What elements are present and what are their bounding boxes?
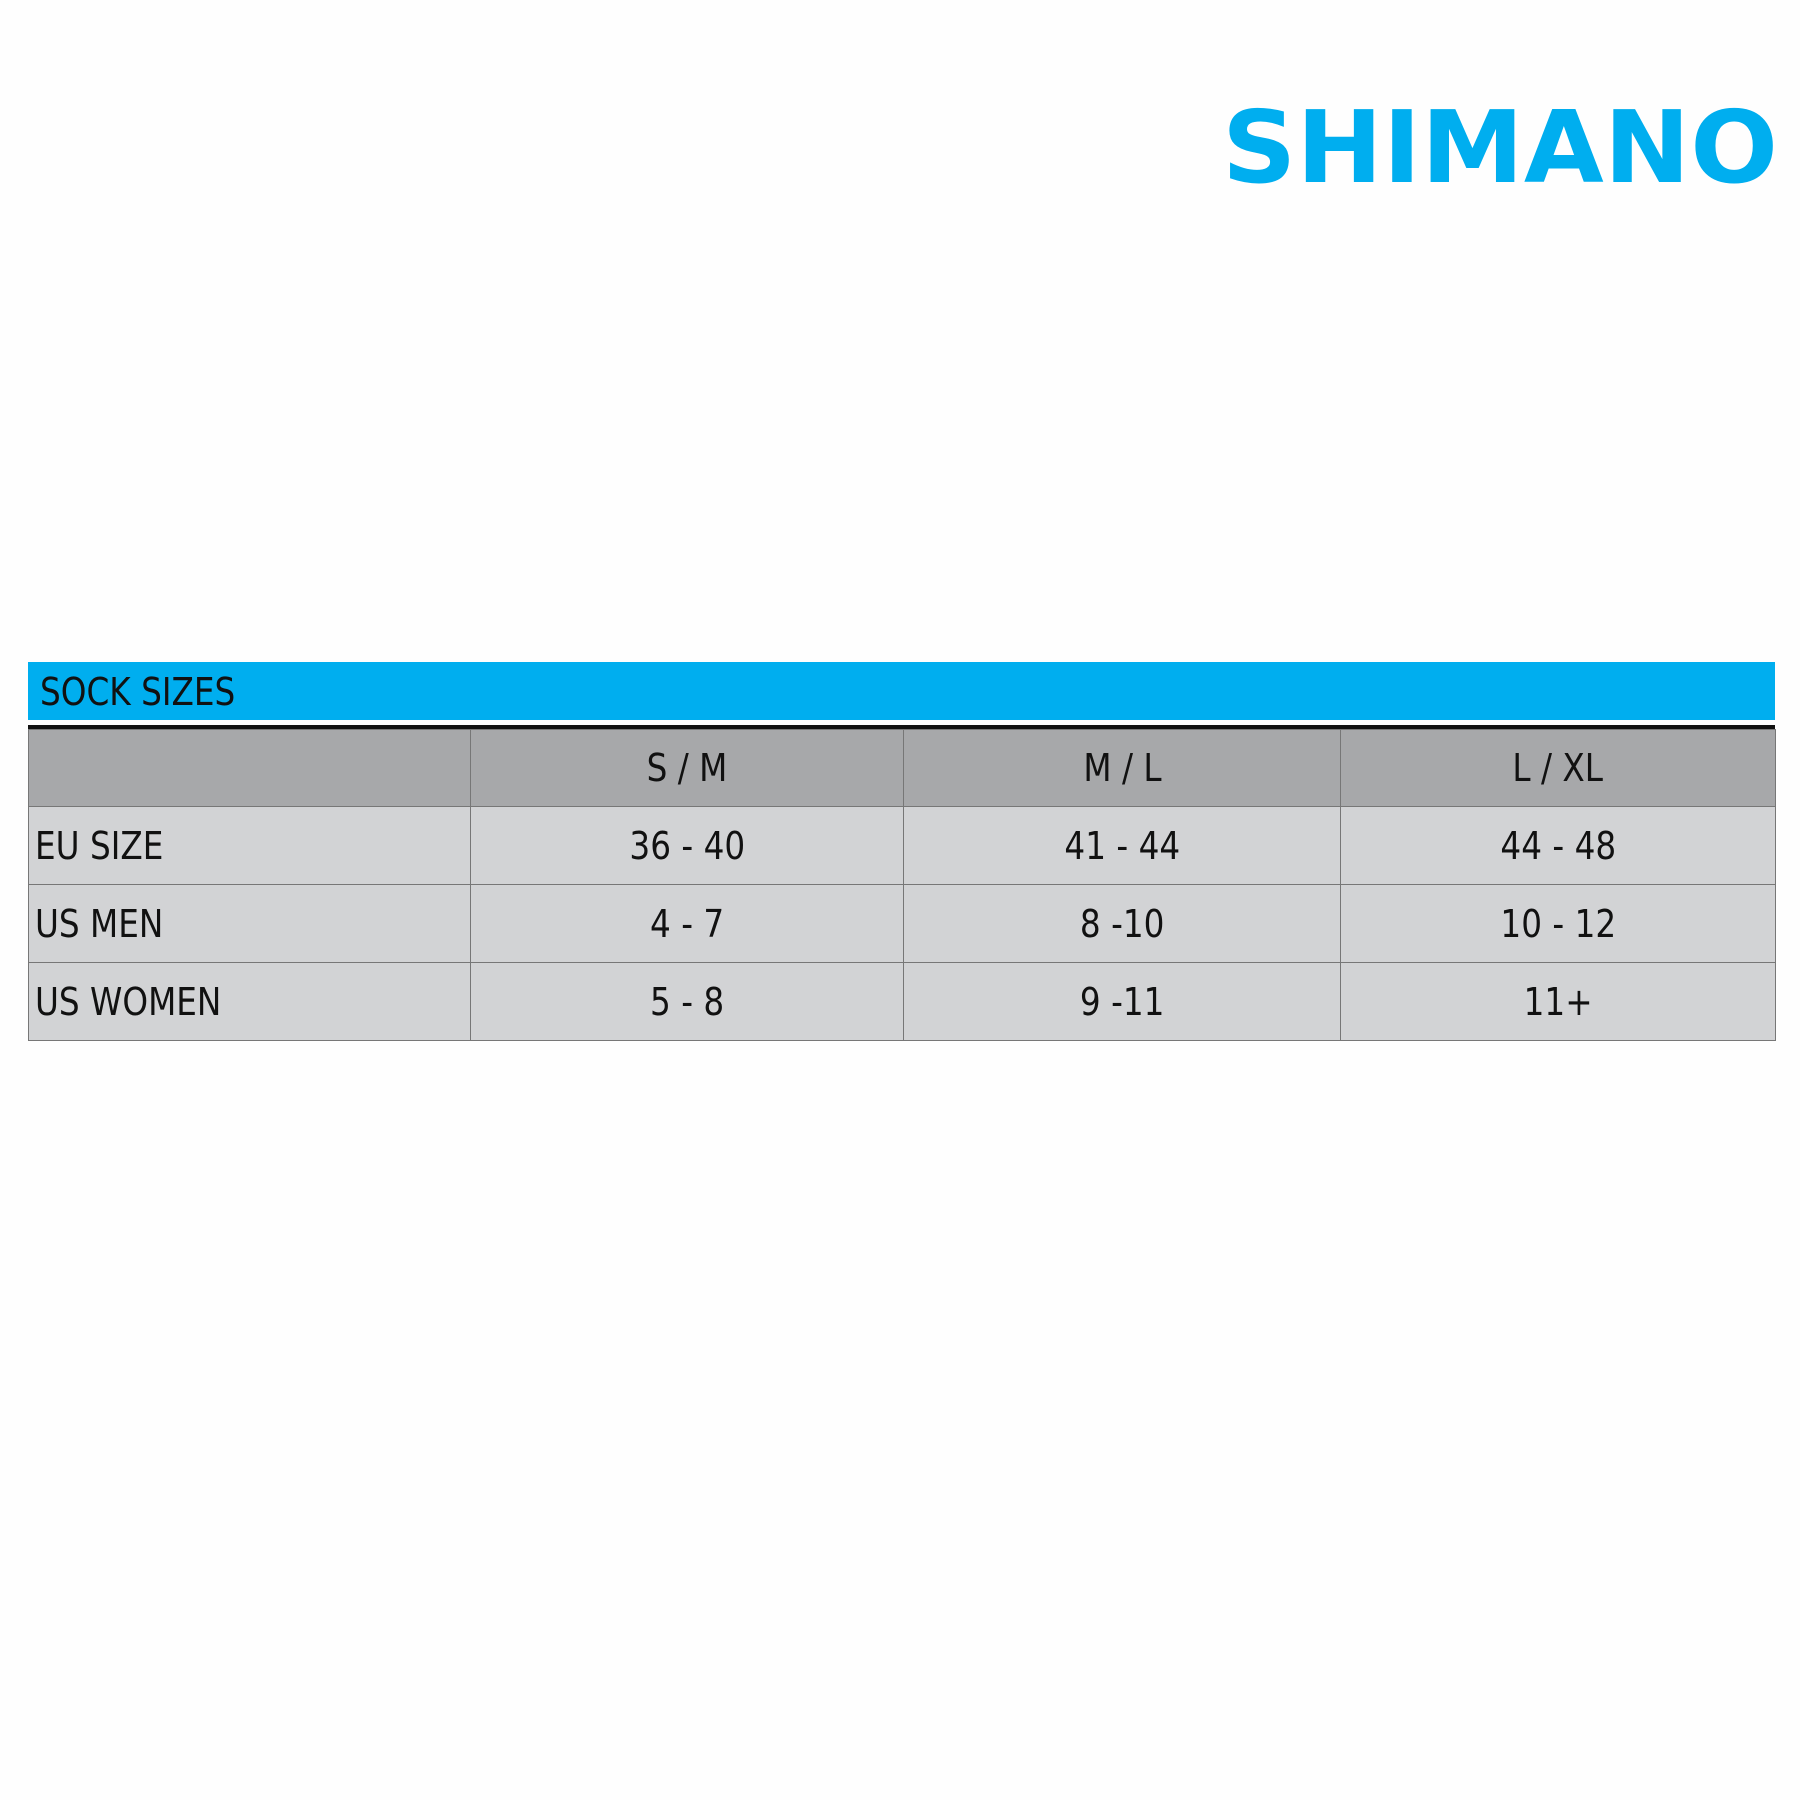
table-cell: 4 - 7 xyxy=(470,884,904,963)
table-title: SOCK SIZES xyxy=(40,670,236,714)
table-cell: 9 -11 xyxy=(903,962,1341,1041)
table-cell: 11+ xyxy=(1340,962,1776,1041)
size-table: S / M M / L L / XL EU SIZE 36 - 40 41 - … xyxy=(28,729,1776,1041)
table-row: US MEN 4 - 7 8 -10 10 - 12 xyxy=(28,884,1776,963)
header-cell: M / L xyxy=(903,729,1341,807)
table-cell: 8 -10 xyxy=(903,884,1341,963)
table-row: EU SIZE 36 - 40 41 - 44 44 - 48 xyxy=(28,806,1776,885)
divider xyxy=(28,725,1775,729)
header-cell: L / XL xyxy=(1340,729,1776,807)
table-cell: 36 - 40 xyxy=(470,806,904,885)
table-title-banner: SOCK SIZES xyxy=(28,662,1775,720)
table-cell: 10 - 12 xyxy=(1340,884,1776,963)
table-cell: 44 - 48 xyxy=(1340,806,1776,885)
row-label: US WOMEN xyxy=(28,962,471,1041)
header-row: S / M M / L L / XL xyxy=(28,729,1776,807)
table-row: US WOMEN 5 - 8 9 -11 11+ xyxy=(28,962,1776,1041)
table-cell: 41 - 44 xyxy=(903,806,1341,885)
svg-text:SHIMANO: SHIMANO xyxy=(1222,100,1778,192)
shimano-logo: SHIMANO xyxy=(1222,100,1778,192)
row-label: EU SIZE xyxy=(28,806,471,885)
table-cell: 5 - 8 xyxy=(470,962,904,1041)
row-label: US MEN xyxy=(28,884,471,963)
header-cell-empty xyxy=(28,729,471,807)
header-cell: S / M xyxy=(470,729,904,807)
